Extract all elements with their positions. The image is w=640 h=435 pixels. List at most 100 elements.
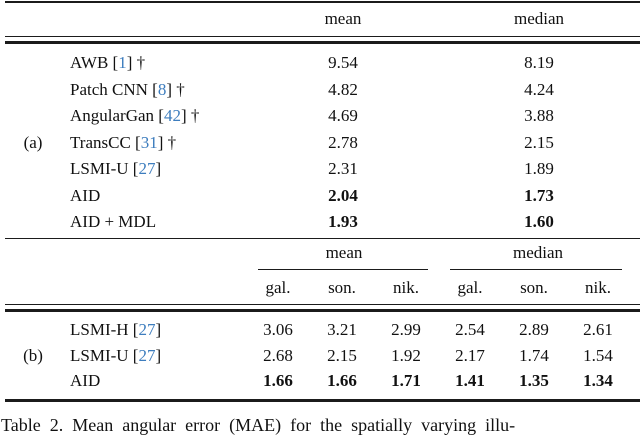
group-header-median: median bbox=[512, 243, 564, 262]
value-best: 1.34 bbox=[583, 371, 613, 390]
method-name-suffix: ] † bbox=[180, 106, 200, 125]
method-name-suffix: ] bbox=[155, 345, 162, 365]
median-value: 2.15 bbox=[524, 132, 554, 152]
mean-value: 2.31 bbox=[328, 159, 358, 178]
value: 2.61 bbox=[583, 320, 613, 339]
citation-link[interactable]: 27 bbox=[138, 345, 156, 365]
subcol-header: son. bbox=[328, 278, 356, 297]
method-name-suffix: ] † bbox=[166, 79, 185, 99]
method-name-suffix: ] † bbox=[157, 132, 177, 152]
group-header-mean: mean bbox=[325, 243, 363, 262]
table-bottom-rule bbox=[5, 399, 640, 402]
method-label: AID bbox=[70, 183, 100, 210]
header-a-double-rule-thin bbox=[5, 35, 640, 37]
value: 3.06 bbox=[263, 320, 293, 339]
subcol-header: nik. bbox=[585, 278, 611, 297]
value-best: 1.71 bbox=[391, 371, 421, 390]
citation-link[interactable]: 42 bbox=[163, 106, 181, 125]
table-row: LSMI-H [27] 3.06 3.21 2.99 2.54 2.89 2.6… bbox=[0, 317, 640, 343]
method-name: AID + MDL bbox=[70, 212, 157, 231]
subcol-header: gal. bbox=[457, 278, 483, 297]
median-value: 8.19 bbox=[524, 53, 554, 72]
table-row: AID 2.04 1.73 bbox=[0, 183, 640, 210]
method-label: TransCC [31] † bbox=[70, 130, 176, 157]
col-header-median: median bbox=[513, 9, 565, 28]
citation-link[interactable]: 27 bbox=[138, 320, 156, 339]
mean-value-best: 2.04 bbox=[328, 185, 358, 205]
subcol-header: son. bbox=[520, 278, 548, 297]
table-b-subheader-row: gal. son. nik. gal. son. nik. bbox=[0, 277, 640, 299]
table-row: (b) LSMI-U [27] 2.68 2.15 1.92 2.17 1.74… bbox=[0, 343, 640, 369]
citation-link[interactable]: 27 bbox=[138, 159, 156, 178]
method-name: AID bbox=[70, 185, 101, 205]
mean-value: 4.69 bbox=[328, 106, 358, 125]
subcol-header: gal. bbox=[265, 278, 291, 297]
table-row: AngularGan [42] † 4.69 3.88 bbox=[0, 103, 640, 130]
method-name: LSMI-H [ bbox=[70, 320, 139, 339]
value: 2.17 bbox=[455, 345, 485, 365]
median-value-best: 1.60 bbox=[524, 212, 554, 231]
method-label: LSMI-U [27] bbox=[70, 343, 161, 369]
mean-value: 4.82 bbox=[328, 79, 358, 99]
table-row: LSMI-U [27] 2.31 1.89 bbox=[0, 156, 640, 183]
value: 3.21 bbox=[327, 320, 357, 339]
mean-value: 9.54 bbox=[328, 53, 358, 72]
value: 2.54 bbox=[455, 320, 485, 339]
value: 1.92 bbox=[391, 345, 421, 365]
table-row: Patch CNN [8] † 4.82 4.24 bbox=[0, 77, 640, 104]
value: 2.15 bbox=[327, 345, 357, 365]
method-name: TransCC [ bbox=[70, 132, 141, 152]
method-name: AID bbox=[70, 371, 101, 390]
table-top-rule bbox=[5, 1, 640, 4]
col-header-mean: mean bbox=[324, 9, 362, 28]
method-label: Patch CNN [8] † bbox=[70, 77, 185, 104]
table-caption: Table 2. Mean angular error (MAE) for th… bbox=[1, 415, 516, 435]
section-a-label: (a) bbox=[23, 132, 43, 152]
header-b-double-rule-thin bbox=[5, 303, 640, 305]
method-name-suffix: ] bbox=[155, 320, 162, 339]
citation-link[interactable]: 1 bbox=[118, 53, 127, 72]
citation-link[interactable]: 8 bbox=[157, 79, 167, 99]
value-best: 1.66 bbox=[263, 371, 293, 390]
mean-value-best: 1.93 bbox=[328, 212, 358, 231]
method-label: AWB [1] † bbox=[70, 50, 145, 77]
value: 2.68 bbox=[263, 345, 293, 365]
median-value-best: 1.73 bbox=[524, 185, 554, 205]
cmidrule-mean bbox=[258, 269, 428, 271]
table-row: AWB [1] † 9.54 8.19 bbox=[0, 50, 640, 77]
value: 2.89 bbox=[519, 320, 549, 339]
table-row: AID + MDL 1.93 1.60 bbox=[0, 209, 640, 236]
mean-value: 2.78 bbox=[328, 132, 358, 152]
value-best: 1.41 bbox=[455, 371, 485, 390]
table-b-group-header-row: mean median bbox=[0, 242, 640, 264]
subcol-header: nik. bbox=[393, 278, 419, 297]
section-b-label: (b) bbox=[23, 345, 43, 365]
method-label: AID + MDL bbox=[70, 209, 156, 236]
value: 1.54 bbox=[583, 345, 613, 365]
table-row: (a) TransCC [31] † 2.78 2.15 bbox=[0, 130, 640, 157]
method-name-suffix: ] bbox=[155, 159, 162, 178]
method-label: AngularGan [42] † bbox=[70, 103, 199, 130]
citation-link[interactable]: 31 bbox=[140, 132, 158, 152]
table-row: AID 1.66 1.66 1.71 1.41 1.35 1.34 bbox=[0, 368, 640, 394]
value: 1.74 bbox=[519, 345, 549, 365]
median-value: 4.24 bbox=[524, 79, 554, 99]
method-name: AngularGan [ bbox=[70, 106, 164, 125]
method-label: AID bbox=[70, 368, 100, 394]
method-name: LSMI-U [ bbox=[70, 345, 139, 365]
method-name: LSMI-U [ bbox=[70, 159, 139, 178]
method-label: LSMI-U [27] bbox=[70, 156, 161, 183]
value-best: 1.66 bbox=[327, 371, 357, 390]
cmidrule-median bbox=[450, 269, 622, 271]
median-value: 1.89 bbox=[524, 159, 554, 178]
method-label: LSMI-H [27] bbox=[70, 317, 161, 343]
method-name: AWB [ bbox=[70, 53, 119, 72]
median-value: 3.88 bbox=[524, 106, 554, 125]
value: 2.99 bbox=[391, 320, 421, 339]
header-b-double-rule-thick bbox=[5, 309, 640, 312]
value-best: 1.35 bbox=[519, 371, 549, 390]
section-divider-rule bbox=[5, 237, 640, 240]
method-name: Patch CNN [ bbox=[70, 79, 158, 99]
table-a-header-row: mean median bbox=[0, 8, 640, 30]
